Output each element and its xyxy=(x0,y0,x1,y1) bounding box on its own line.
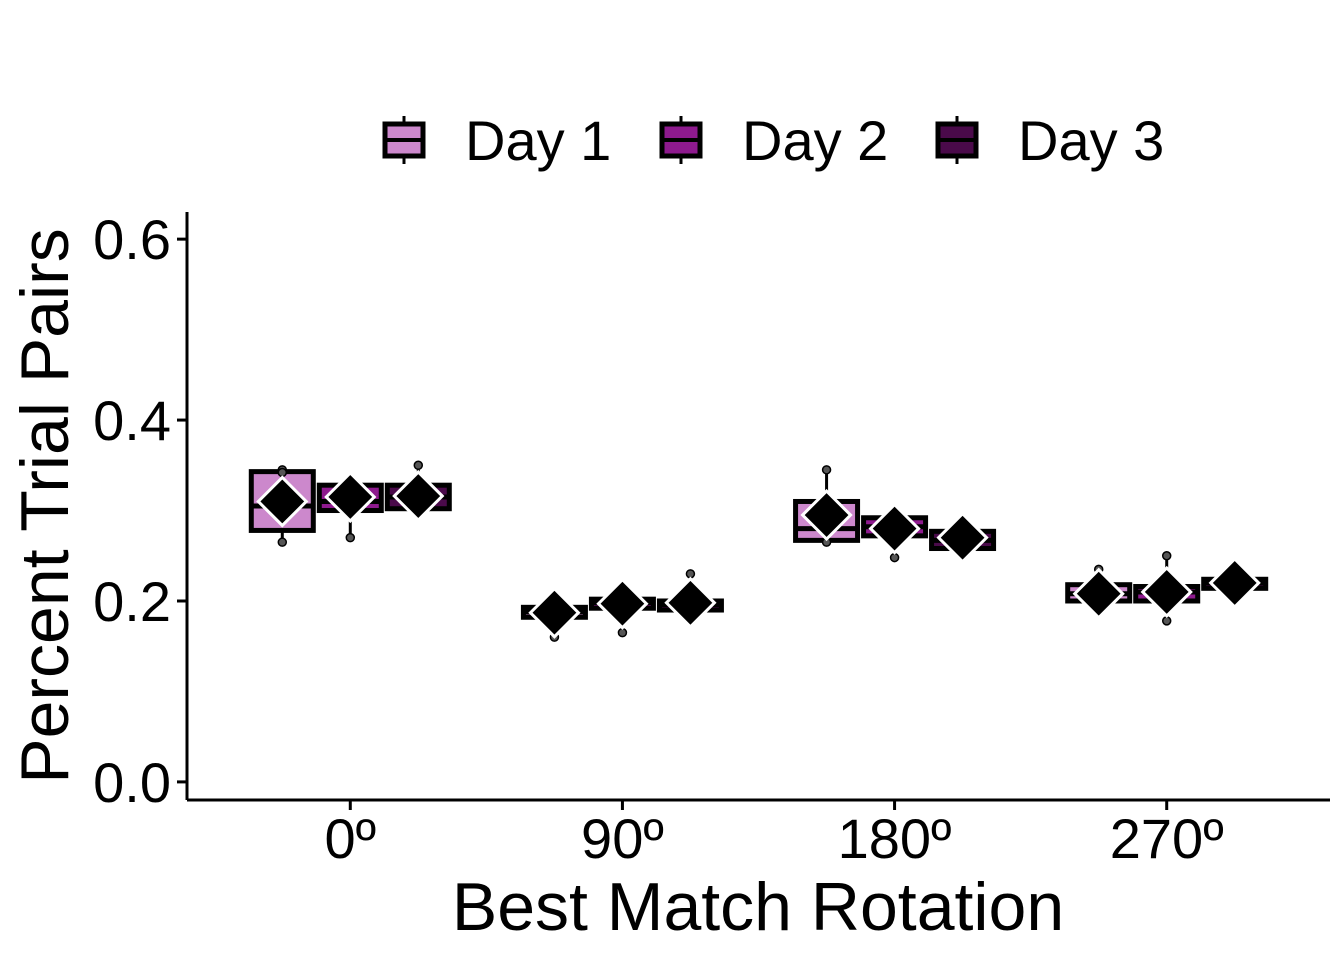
mean-diamond xyxy=(936,511,989,564)
mean-diamond xyxy=(664,576,717,629)
legend-label: Day 1 xyxy=(465,109,611,172)
outlier-point xyxy=(685,569,696,579)
series-day-1 xyxy=(248,465,1133,642)
mean-diamond xyxy=(868,502,921,555)
x-tick-label: 180º xyxy=(838,807,952,870)
y-tick-label: 0.0 xyxy=(93,751,171,814)
legend-item: Day 2 xyxy=(659,109,888,172)
outlier-point xyxy=(413,460,424,471)
mean-diamond xyxy=(392,469,445,523)
outlier-point xyxy=(345,532,356,543)
outlier-point xyxy=(277,537,288,547)
mean-diamond xyxy=(1140,565,1193,619)
mean-diamond xyxy=(596,577,649,630)
y-tick-label: 0.2 xyxy=(93,570,171,633)
plot-marks xyxy=(248,460,1269,642)
legend-label: Day 3 xyxy=(1018,109,1164,172)
x-tick-label: 90º xyxy=(581,807,664,870)
mean-diamond xyxy=(256,475,309,528)
series-day-3 xyxy=(384,460,1269,629)
y-tick-label: 0.6 xyxy=(93,208,171,271)
outlier-point xyxy=(1161,551,1172,561)
y-ticks: 0.0 0.2 0.4 0.6 xyxy=(93,208,187,814)
mean-diamond xyxy=(528,586,581,639)
x-tick-label: 270º xyxy=(1110,807,1224,870)
legend-label: Day 2 xyxy=(742,109,888,172)
x-tick-label: 0º xyxy=(324,807,376,870)
y-tick-label: 0.4 xyxy=(93,389,171,452)
series-day-2 xyxy=(316,470,1201,638)
outlier-point xyxy=(1161,616,1172,626)
legend: Day 1 Day 2 Day 3 xyxy=(382,109,1164,172)
mean-diamond xyxy=(1208,556,1261,610)
legend-item: Day 3 xyxy=(935,109,1164,172)
x-ticks: 0º 90º 180º 270º xyxy=(324,800,1224,870)
outlier-point xyxy=(277,467,288,478)
mean-diamond xyxy=(324,470,377,524)
outlier-point xyxy=(821,465,832,475)
y-axis-title: Percent Trial Pairs xyxy=(7,228,83,784)
legend-item: Day 1 xyxy=(382,109,611,172)
x-axis-title: Best Match Rotation xyxy=(452,869,1064,945)
outlier-point xyxy=(889,552,900,563)
mean-diamond xyxy=(800,488,853,542)
outlier-point xyxy=(617,627,628,638)
axes xyxy=(185,212,1330,802)
mean-diamond xyxy=(1072,567,1125,620)
